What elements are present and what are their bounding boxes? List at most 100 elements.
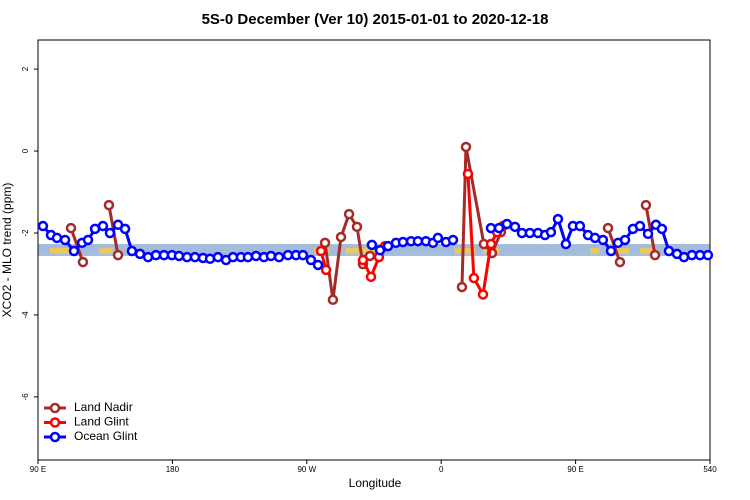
series-point [265, 250, 277, 262]
series-point [656, 223, 668, 235]
series-point [97, 220, 109, 232]
series-point [485, 238, 497, 250]
series-point [374, 244, 386, 256]
series-point [574, 220, 586, 232]
series-point [112, 249, 124, 261]
series-point [460, 141, 472, 153]
series-point [614, 256, 626, 268]
series-point [447, 234, 459, 246]
land-segment [345, 248, 385, 254]
series-point [273, 251, 285, 263]
series-point [173, 250, 185, 262]
series-point [37, 220, 49, 232]
series-point [501, 218, 513, 230]
legend-marker [49, 431, 61, 443]
y-tick-label: 2 [21, 66, 30, 71]
series-point [77, 256, 89, 268]
series-point [485, 222, 497, 234]
series-point [702, 249, 714, 261]
series-point [134, 248, 146, 260]
series-point [432, 232, 444, 244]
series-point [312, 259, 324, 271]
series-point [351, 221, 363, 233]
y-tick-label: -2 [21, 229, 30, 237]
series-point [297, 249, 309, 261]
land-segment [590, 248, 600, 254]
series-point [59, 234, 71, 246]
series-point [560, 238, 572, 250]
series-point [357, 254, 369, 266]
series-point [343, 208, 355, 220]
series-point [597, 234, 609, 246]
y-tick-label: -4 [21, 311, 30, 319]
series-point [545, 226, 557, 238]
legend-marker [49, 402, 61, 414]
series-point [412, 235, 424, 247]
series-point [82, 234, 94, 246]
series-point [51, 232, 63, 244]
series-point [282, 249, 294, 261]
series-line [69, 227, 85, 263]
series-point [189, 251, 201, 263]
legend-marker [49, 417, 61, 428]
series-point [366, 239, 378, 251]
series-point [663, 245, 675, 257]
series-point [602, 222, 614, 234]
y-axis-label: XCO2 - MLO trend (ppm) [0, 183, 14, 318]
y-tick-label: -6 [21, 393, 30, 401]
x-tick-label: 0 [439, 465, 444, 474]
x-tick-label: 90 W [297, 465, 316, 474]
series-point [397, 236, 409, 248]
series-point [509, 221, 521, 233]
series-point [605, 245, 617, 257]
series-point [327, 294, 339, 306]
series-point [686, 249, 698, 261]
legend-label: Land Glint [74, 415, 129, 429]
series-point [365, 271, 377, 283]
land-segment [639, 248, 655, 254]
series-point [456, 281, 468, 293]
series-point [619, 234, 631, 246]
legend-label: Ocean Glint [74, 429, 138, 443]
series-point [462, 168, 474, 180]
series-point [305, 254, 317, 266]
x-axis-label: Longitude [349, 476, 402, 490]
series-point [319, 237, 331, 249]
series-point [65, 222, 77, 234]
plot-frame [37, 39, 711, 461]
series-point [212, 251, 224, 263]
land-segment [99, 248, 113, 254]
series-point [649, 249, 661, 261]
series-point [150, 249, 162, 261]
series-point [68, 245, 80, 257]
x-tick-label: 540 [703, 465, 717, 474]
series-point [640, 199, 652, 211]
x-tick-label: 90 E [567, 465, 583, 474]
land-segment [611, 248, 630, 254]
series-point [320, 264, 332, 276]
land-segment [454, 248, 476, 254]
y-tick-label: 0 [21, 148, 30, 153]
series-point [119, 223, 131, 235]
series-point [126, 245, 138, 257]
series-point [468, 272, 480, 284]
x-tick-label: 90 E [30, 465, 46, 474]
series-point [552, 213, 564, 225]
series-point [634, 220, 646, 232]
series-line [460, 146, 503, 288]
series-point [104, 227, 116, 239]
series-point [250, 250, 262, 262]
series-point [103, 199, 115, 211]
legend-label: Land Nadir [74, 400, 133, 414]
series-point [477, 289, 489, 300]
x-tick-label: 180 [166, 465, 180, 474]
series-point [524, 227, 536, 239]
series-point [242, 251, 254, 263]
series-point [335, 231, 347, 243]
chart-title: 5S-0 December (Ver 10) 2015-01-01 to 202… [202, 11, 549, 28]
series-point [642, 228, 654, 240]
land-segment [49, 248, 70, 254]
series-point [315, 245, 327, 257]
series-point [493, 222, 505, 234]
